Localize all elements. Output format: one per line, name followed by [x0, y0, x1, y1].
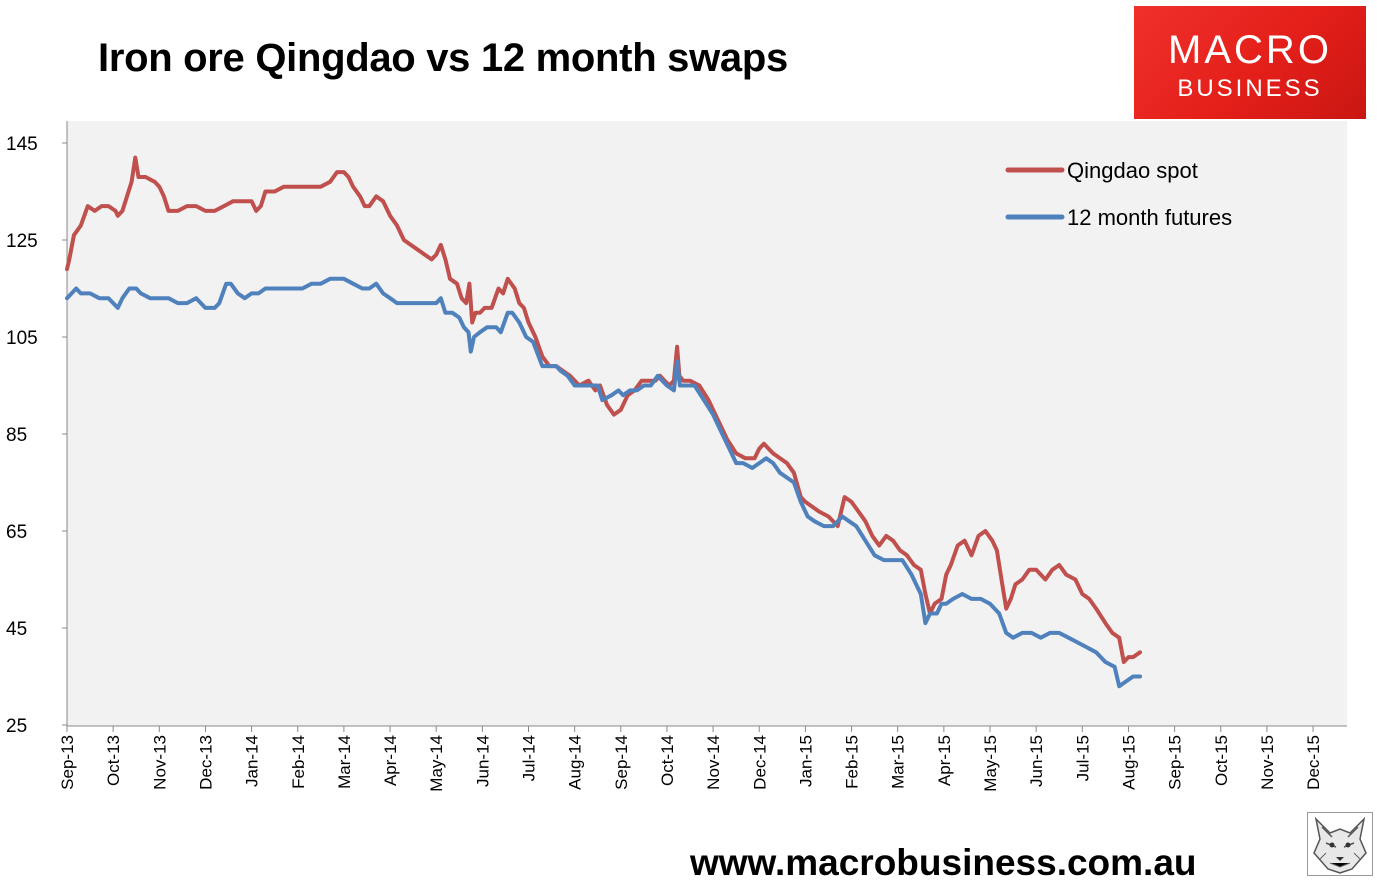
y-tick-label: 25	[6, 716, 27, 737]
x-tick-label: Jan-14	[243, 735, 262, 787]
x-tick-label: Aug-15	[1119, 735, 1138, 790]
x-tick-label: Sep-15	[1166, 735, 1185, 790]
macrobusiness-logo: MACRO BUSINESS	[1134, 6, 1366, 119]
y-tick-labels: 25 45 65 85 105 125 145	[6, 134, 67, 737]
x-tick-label: Nov-14	[704, 735, 723, 790]
x-tick-label: Feb-15	[843, 735, 862, 789]
y-tick-label: 145	[6, 134, 38, 155]
series-line-12-month-futures	[65, 276, 1142, 689]
x-tick-label: Jul-15	[1073, 735, 1092, 781]
series-lines	[65, 155, 1142, 689]
y-tick-label: 45	[6, 619, 27, 640]
x-tick-label: Aug-14	[566, 735, 585, 790]
x-tick-labels: Sep-13 Oct-13 Nov-13 Dec-13 Jan-14 Feb-14 Mar-…	[58, 726, 1323, 792]
y-tick-label: 65	[6, 522, 27, 543]
x-tick-label: Feb-14	[289, 735, 308, 789]
x-tick-label: Jun-14	[473, 735, 492, 787]
x-tick-label: Apr-15	[935, 735, 954, 786]
logo-line-business: BUSINESS	[1177, 75, 1323, 102]
x-tick-label: Mar-14	[335, 735, 354, 789]
x-tick-label: Apr-14	[381, 735, 400, 786]
legend-label: Qingdao spot	[1067, 158, 1198, 183]
x-tick-label: Nov-15	[1258, 735, 1277, 790]
x-tick-label: May-15	[981, 735, 1000, 792]
y-tick-label: 85	[6, 425, 27, 446]
x-tick-label: Dec-13	[196, 735, 215, 790]
plot-area	[67, 121, 1347, 726]
chart-title: Iron ore Qingdao vs 12 month swaps	[98, 36, 788, 80]
x-tick-label: Mar-15	[889, 735, 908, 789]
legend: Qingdao spot 12 month futures	[1005, 158, 1232, 230]
x-tick-label: Dec-14	[750, 735, 769, 790]
x-tick-label: Oct-14	[658, 735, 677, 786]
x-tick-label: Sep-14	[612, 735, 631, 790]
logo-line-macro: MACRO	[1168, 28, 1332, 72]
x-tick-label: Oct-13	[104, 735, 123, 786]
x-tick-label: Sep-13	[58, 735, 77, 790]
legend-label: 12 month futures	[1067, 205, 1232, 230]
x-tick-label: Jun-15	[1027, 735, 1046, 787]
y-tick-label: 105	[6, 328, 38, 349]
x-tick-label: Nov-13	[150, 735, 169, 790]
y-tick-label: 125	[6, 231, 38, 252]
x-tick-label: Jan-15	[796, 735, 815, 787]
wolf-logo-icon	[1307, 812, 1373, 876]
x-tick-label: Jul-14	[520, 735, 539, 781]
x-tick-label: May-14	[427, 735, 446, 792]
website-url: www.macrobusiness.com.au	[690, 842, 1197, 883]
x-tick-label: Oct-15	[1212, 735, 1231, 786]
x-tick-label: Dec-15	[1304, 735, 1323, 790]
